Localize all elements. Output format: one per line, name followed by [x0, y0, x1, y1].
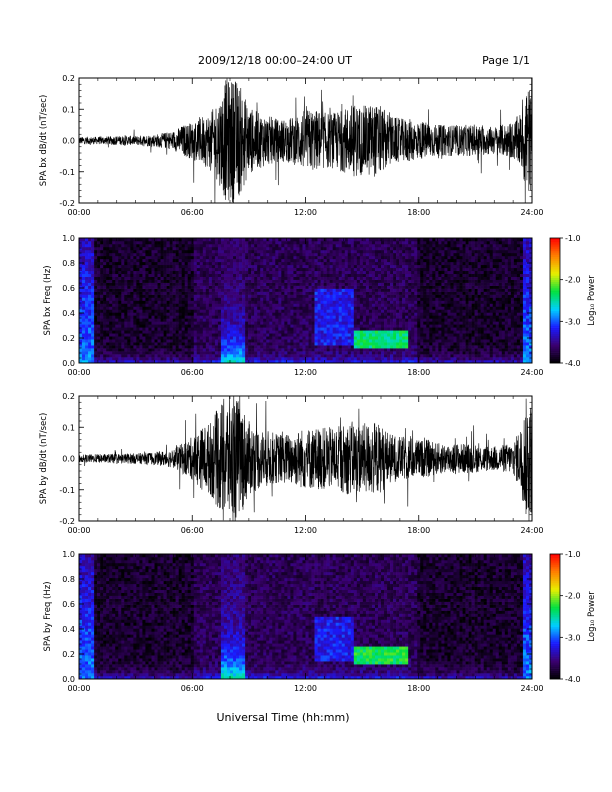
plot-area-bx-dbdt [79, 78, 532, 203]
x-axis-by-spectrogram: 00:00 06:00 12:00 18:00 24:00 [67, 554, 544, 693]
y-tick-label: 0.2 [62, 392, 75, 401]
x-tick-label: 00:00 [67, 208, 90, 217]
y-axis-label-by-dbdt: SPA by dB/dt (nT/sec) [39, 413, 49, 505]
colorbar-by: -1.0 -2.0 -3.0 -4.0 [549, 550, 581, 684]
colorbar-tick-label: -3.0 [565, 633, 581, 642]
y-tick-label: 0.1 [62, 105, 75, 114]
y-tick-label: 0.0 [62, 455, 75, 464]
x-tick-label: 12:00 [294, 208, 317, 217]
y-axis-label-by-spectrogram: SPA by Freq (Hz) [43, 581, 53, 651]
x-tick-label: 06:00 [181, 684, 204, 693]
y-tick-label: -0.2 [59, 517, 75, 526]
y-axis-by-dbdt: -0.2 -0.1 0.0 0.1 0.2 [59, 392, 532, 526]
plot-area-by-dbdt [79, 396, 532, 521]
y-axis-label-bx-dbdt: SPA bx dB/dt (nT/sec) [39, 95, 49, 187]
y-tick-label: 0.6 [62, 600, 75, 609]
plot-area-by-spectrogram [79, 554, 533, 680]
panel-by-dbdt: -0.2 -0.1 0.0 0.1 0.2 00:00 06:00 12:00 18:00 24… [39, 392, 544, 535]
y-tick-label: 0.8 [62, 575, 75, 584]
waveform-line-by-dbdt [79, 396, 532, 521]
x-tick-label: 12:00 [294, 684, 317, 693]
panel-by-spectrogram: 0.0 0.2 0.4 0.6 0.8 1.0 00:00 06:00 12:00 18:00 2… [43, 550, 597, 693]
colorbar-tick-label: -2.0 [565, 276, 581, 285]
x-tick-label: 18:00 [407, 208, 430, 217]
y-tick-label: 0.0 [62, 359, 75, 368]
colorbar-label-by: Log₁₀ Power [587, 591, 597, 642]
page-label: Page 1/1 [482, 54, 530, 67]
colorbar-tick-label: -2.0 [565, 592, 581, 601]
x-axis-title: Universal Time (hh:mm) [217, 711, 350, 724]
y-axis-by-spectrogram: 0.0 0.2 0.4 0.6 0.8 1.0 [62, 550, 532, 684]
plot-area-bx-spectrogram [79, 238, 533, 364]
panel-bx-spectrogram: 0.0 0.2 0.4 0.6 0.8 1.0 00:00 06:00 12:00 18:00 2… [43, 234, 597, 377]
y-tick-label: 1.0 [62, 234, 75, 243]
figure-title: 2009/12/18 00:00–24:00 UT [198, 54, 352, 67]
x-tick-label: 12:00 [294, 526, 317, 535]
y-tick-label: 0.1 [62, 423, 75, 432]
x-tick-label: 18:00 [407, 684, 430, 693]
y-tick-label: 0.2 [62, 650, 75, 659]
y-axis-bx-dbdt: -0.2 -0.1 0.0 0.1 0.2 [59, 74, 532, 208]
x-axis-bx-spectrogram: 00:00 06:00 12:00 18:00 24:00 [67, 238, 544, 377]
x-tick-label: 00:00 [67, 684, 90, 693]
y-tick-label: 0.0 [62, 137, 75, 146]
waveform-line-bx-dbdt [79, 78, 532, 203]
y-tick-label: 1.0 [62, 550, 75, 559]
y-tick-label: 0.0 [62, 675, 75, 684]
x-tick-label: 00:00 [67, 368, 90, 377]
x-tick-label: 24:00 [520, 684, 543, 693]
y-tick-label: 0.4 [62, 309, 75, 318]
y-tick-label: 0.2 [62, 334, 75, 343]
colorbar-tick-label: -4.0 [565, 675, 581, 684]
colorbar-tick-label: -1.0 [565, 550, 581, 559]
colorbar-bx: -1.0 -2.0 -3.0 -4.0 [549, 234, 581, 368]
x-tick-label: 06:00 [181, 208, 204, 217]
colorbar-tick-label: -3.0 [565, 317, 581, 326]
y-tick-label: -0.1 [59, 486, 75, 495]
x-tick-label: 12:00 [294, 368, 317, 377]
panel-bx-dbdt: -0.2 -0.1 0.0 0.1 0.2 00:00 06:00 12:00 18:00 24… [39, 74, 544, 217]
x-tick-label: 06:00 [181, 368, 204, 377]
colorbar-tick-label: -4.0 [565, 359, 581, 368]
x-tick-label: 24:00 [520, 208, 543, 217]
x-tick-label: 24:00 [520, 368, 543, 377]
x-tick-label: 18:00 [407, 368, 430, 377]
y-tick-label: -0.2 [59, 199, 75, 208]
y-axis-bx-spectrogram: 0.0 0.2 0.4 0.6 0.8 1.0 [62, 234, 532, 368]
y-tick-label: 0.6 [62, 284, 75, 293]
y-tick-label: 0.2 [62, 74, 75, 83]
x-tick-label: 00:00 [67, 526, 90, 535]
y-axis-label-bx-spectrogram: SPA bx Freq (Hz) [43, 265, 53, 335]
colorbar-label-bx: Log₁₀ Power [587, 275, 597, 326]
x-axis-by-dbdt: 00:00 06:00 12:00 18:00 24:00 [67, 396, 544, 535]
x-tick-label: 24:00 [520, 526, 543, 535]
y-tick-label: 0.4 [62, 625, 75, 634]
x-axis-bx-dbdt: 00:00 06:00 12:00 18:00 24:00 [67, 78, 544, 217]
colorbar-tick-label: -1.0 [565, 234, 581, 243]
x-tick-label: 18:00 [407, 526, 430, 535]
heatmap-cells-bx-spectrogram [79, 238, 533, 364]
y-tick-label: 0.8 [62, 259, 75, 268]
x-tick-label: 06:00 [181, 526, 204, 535]
y-tick-label: -0.1 [59, 168, 75, 177]
heatmap-cells-by-spectrogram [79, 554, 533, 680]
